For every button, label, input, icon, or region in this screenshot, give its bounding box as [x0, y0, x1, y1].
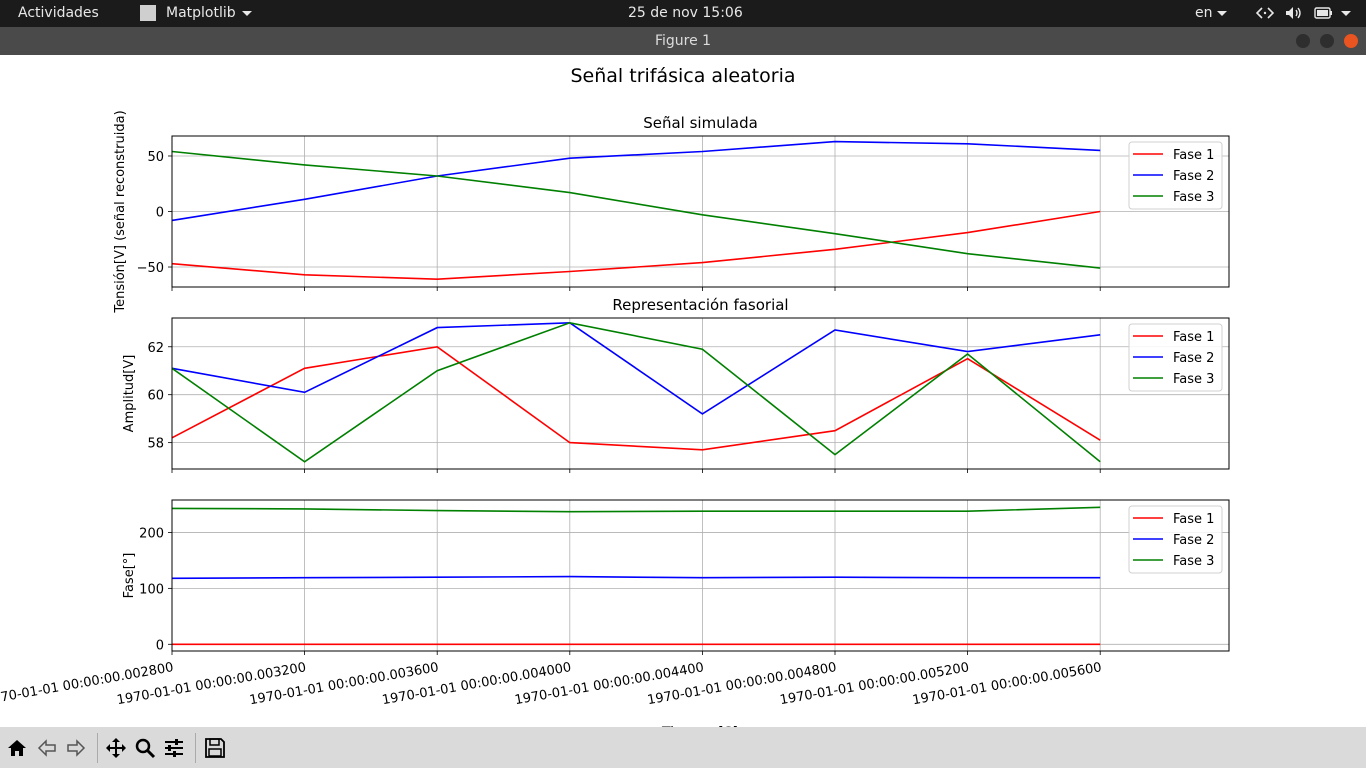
subplot-2: 58 60 62 Representación fasorial Amplitud[V]… [122, 296, 1230, 473]
y-tick-label: 62 [147, 341, 164, 356]
subplot-title: Representación fasorial [612, 296, 788, 314]
series-line-fase-2 [171, 321, 1101, 415]
back-button[interactable] [34, 735, 60, 761]
legend-box [1128, 505, 1223, 574]
figure-suptitle: Señal trifásica aleatoria [571, 65, 796, 87]
y-tick-label: 0 [156, 638, 164, 653]
axes-frame [171, 317, 1230, 470]
y-tick-label: 200 [139, 526, 164, 541]
clock[interactable]: 25 de nov 15:06 [628, 5, 743, 21]
y-tick-label: 0 [156, 206, 164, 221]
zoom-magnifier-icon [135, 738, 156, 759]
toolbar-separator [97, 733, 98, 763]
figure-svg: Señal trifásica aleatoria −50 0 50 Señal sim… [0, 65, 1230, 741]
series-line-fase-1 [171, 345, 1101, 451]
home-button[interactable] [4, 735, 30, 761]
series-line-fase-2 [171, 575, 1101, 580]
legend-label: Fase 2 [1173, 351, 1214, 366]
maximize-button[interactable] [1320, 34, 1334, 48]
legend-label: Fase 1 [1173, 330, 1214, 345]
subplot-1: −50 0 50 Señal simulada Tensión[V] (señal re… [113, 110, 1230, 314]
toolbar-separator [195, 733, 196, 763]
legend-box [1128, 323, 1223, 392]
close-button[interactable] [1344, 34, 1358, 48]
back-arrow-icon [37, 739, 56, 757]
matplotlib-app-icon [140, 5, 156, 21]
language-indicator[interactable]: en [1195, 5, 1213, 21]
series-line-fase-3 [171, 321, 1101, 463]
legend: Fase 1 Fase 2 Fase 3 [1128, 505, 1223, 574]
figure-canvas: Señal trifásica aleatoria −50 0 50 Señal sim… [0, 55, 1366, 741]
y-tick-label: −50 [137, 261, 164, 276]
y-tick-label: 58 [147, 437, 164, 452]
legend-label: Fase 1 [1173, 512, 1214, 527]
y-axis-label: Fase[°] [122, 553, 137, 599]
axes-frame [171, 135, 1230, 288]
series-line-fase-3 [171, 506, 1101, 513]
network-icon[interactable] [1255, 6, 1275, 24]
y-tick-label: 50 [147, 150, 164, 165]
save-floppy-icon [205, 738, 225, 758]
battery-icon[interactable] [1314, 6, 1334, 24]
legend: Fase 1 Fase 2 Fase 3 [1128, 141, 1223, 210]
y-axis-label: Amplitud[V] [122, 355, 137, 433]
top-bar: Actividades Matplotlib 25 de nov 15:06 e… [0, 0, 1366, 27]
navigation-toolbar [0, 727, 1366, 768]
chevron-down-icon [242, 11, 252, 16]
series-line-fase-1 [171, 210, 1101, 281]
legend-label: Fase 1 [1173, 148, 1214, 163]
legend-label: Fase 2 [1173, 533, 1214, 548]
legend-label: Fase 2 [1173, 169, 1214, 184]
axes-frame [171, 499, 1230, 652]
home-icon [8, 740, 26, 756]
series-line-fase-3 [171, 150, 1101, 269]
y-tick-label: 60 [147, 389, 164, 404]
app-menu[interactable]: Matplotlib [166, 5, 236, 21]
subplots-config-icon [165, 739, 183, 757]
chevron-down-icon [1217, 11, 1227, 16]
save-button[interactable] [202, 735, 228, 761]
legend-label: Fase 3 [1173, 372, 1214, 387]
legend-label: Fase 3 [1173, 190, 1214, 205]
zoom-button[interactable] [132, 735, 158, 761]
legend-box [1128, 141, 1223, 210]
subplot-title: Señal simulada [643, 114, 758, 132]
pan-button[interactable] [103, 735, 129, 761]
legend-label: Fase 3 [1173, 554, 1214, 569]
forward-arrow-icon [67, 739, 86, 757]
minimize-button[interactable] [1296, 34, 1310, 48]
legend: Fase 1 Fase 2 Fase 3 [1128, 323, 1223, 392]
activities-button[interactable]: Actividades [18, 5, 99, 21]
series-line-fase-2 [171, 140, 1101, 222]
volume-icon[interactable] [1285, 6, 1303, 24]
chevron-down-icon[interactable] [1341, 11, 1351, 16]
subplots-button[interactable] [161, 735, 187, 761]
pan-move-icon [106, 738, 126, 758]
y-tick-label: 100 [139, 582, 164, 597]
window-title: Figure 1 [654, 33, 712, 49]
y-axis-label: Tensión[V] (señal reconstruida) [113, 110, 128, 313]
forward-button[interactable] [63, 735, 89, 761]
window-titlebar[interactable]: Figure 1 [0, 27, 1366, 55]
